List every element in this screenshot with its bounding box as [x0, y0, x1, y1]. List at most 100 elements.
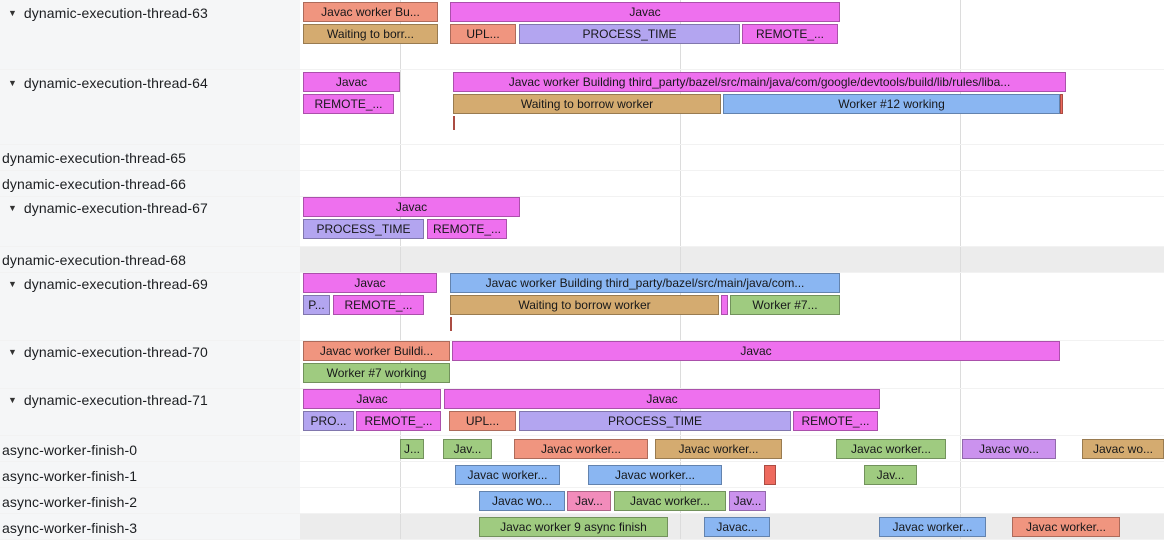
trace-slice[interactable]: Javac worker Bu...: [303, 2, 438, 22]
trace-slice[interactable]: Javac worker...: [588, 465, 722, 485]
trace-slice[interactable]: Jav...: [443, 439, 492, 459]
collapse-arrow-icon[interactable]: ▼: [8, 278, 17, 289]
track-name: async-worker-finish-2: [2, 494, 138, 510]
trace-slice[interactable]: UPL...: [449, 411, 516, 431]
collapse-arrow-icon[interactable]: ▼: [8, 7, 17, 18]
trace-slice[interactable]: J...: [400, 439, 424, 459]
trace-slice[interactable]: Waiting to borrow worker: [450, 295, 719, 315]
slice-label: Javac wo...: [978, 442, 1040, 456]
trace-slice[interactable]: Javac: [303, 273, 437, 293]
trace-slice[interactable]: UPL...: [450, 24, 516, 44]
trace-slice[interactable]: REMOTE_...: [356, 411, 441, 431]
track-name-panel: async-worker-finish-1: [0, 462, 300, 487]
trace-slice[interactable]: Javac wo...: [1082, 439, 1164, 459]
track-header: async-worker-finish-1: [0, 465, 137, 487]
slice-label: Javac worker 9 async finish: [500, 520, 647, 534]
trace-slice[interactable]: Javac worker...: [455, 465, 560, 485]
slice-label: Javac worker Building third_party/bazel/…: [485, 276, 805, 290]
track-header: dynamic-execution-thread-68: [0, 249, 186, 271]
trace-slice[interactable]: Javac worker...: [879, 517, 986, 537]
slice-label: Javac wo...: [491, 494, 553, 508]
trace-slice[interactable]: Javac: [452, 341, 1060, 361]
trace-slice[interactable]: Jav...: [864, 465, 917, 485]
trace-slice[interactable]: Javac: [303, 197, 520, 217]
trace-slice[interactable]: [1060, 94, 1063, 114]
track-header[interactable]: ▼ dynamic-execution-thread-67: [0, 197, 208, 219]
trace-slice[interactable]: [453, 116, 455, 130]
collapse-arrow-icon[interactable]: ▼: [8, 202, 17, 213]
track-name: dynamic-execution-thread-71: [23, 392, 208, 408]
trace-slice[interactable]: REMOTE_...: [333, 295, 424, 315]
collapse-arrow-icon[interactable]: ▼: [8, 394, 17, 405]
track-name: dynamic-execution-thread-65: [2, 150, 187, 166]
track-header[interactable]: ▼ dynamic-execution-thread-64: [0, 72, 208, 94]
trace-slice[interactable]: Javac worker...: [836, 439, 946, 459]
trace-slice[interactable]: Javac worker...: [655, 439, 782, 459]
track-name-panel: async-worker-finish-3: [0, 514, 300, 539]
trace-slice[interactable]: Javac: [444, 389, 880, 409]
trace-slice[interactable]: PROCESS_TIME: [519, 411, 791, 431]
trace-slice[interactable]: Waiting to borrow worker: [453, 94, 721, 114]
slice-label: Javac: [356, 392, 388, 406]
track-header: async-worker-finish-0: [0, 439, 137, 461]
track-lane: Javac PROCESS_TIME REMOTE_...: [300, 197, 1164, 246]
trace-slice[interactable]: [721, 295, 728, 315]
trace-slice[interactable]: REMOTE_...: [742, 24, 838, 44]
track-lane: Javac worker 9 async finish Javac... Javac…: [300, 514, 1164, 539]
trace-slice[interactable]: PROCESS_TIME: [519, 24, 740, 44]
track-header[interactable]: ▼ dynamic-execution-thread-69: [0, 273, 208, 295]
track-name-panel: dynamic-execution-thread-66: [0, 171, 300, 196]
slice-label: Javac worker...: [614, 468, 696, 482]
trace-slice[interactable]: Javac: [303, 389, 441, 409]
trace-slice[interactable]: REMOTE_...: [427, 219, 507, 239]
trace-slice[interactable]: Javac worker Buildi...: [303, 341, 450, 361]
track-header[interactable]: ▼ dynamic-execution-thread-70: [0, 341, 208, 363]
slice-label: Jav...: [876, 468, 905, 482]
track-name-panel: ▼ dynamic-execution-thread-70: [0, 341, 300, 388]
trace-slice[interactable]: Worker #12 working: [723, 94, 1060, 114]
trace-slice[interactable]: REMOTE_...: [793, 411, 878, 431]
trace-slice[interactable]: Javac wo...: [479, 491, 565, 511]
trace-slice[interactable]: P...: [303, 295, 330, 315]
track-dynamic-execution-thread-63: ▼ dynamic-execution-thread-63 Javac worker…: [0, 0, 1164, 70]
trace-slice[interactable]: Waiting to borr...: [303, 24, 438, 44]
track-async-worker-finish-2: async-worker-finish-2 Javac wo... Jav... Ja…: [0, 488, 1164, 514]
trace-slice[interactable]: Worker #7 working: [303, 363, 450, 383]
trace-slice[interactable]: Worker #7...: [730, 295, 840, 315]
track-name: async-worker-finish-3: [2, 520, 138, 536]
trace-slice[interactable]: Javac worker...: [614, 491, 726, 511]
track-name-panel: dynamic-execution-thread-65: [0, 145, 300, 170]
collapse-arrow-icon[interactable]: ▼: [8, 77, 17, 88]
track-name-panel: ▼ dynamic-execution-thread-71: [0, 389, 300, 435]
trace-slice[interactable]: Jav...: [729, 491, 766, 511]
trace-slice[interactable]: Javac...: [704, 517, 770, 537]
track-header[interactable]: ▼ dynamic-execution-thread-63: [0, 2, 208, 24]
slice-label: Javac worker Buildi...: [319, 344, 434, 358]
trace-slice[interactable]: PROCESS_TIME: [303, 219, 424, 239]
trace-slice[interactable]: Javac worker Building third_party/bazel/…: [450, 273, 840, 293]
trace-slice[interactable]: Javac: [450, 2, 840, 22]
slice-label: UPL...: [465, 414, 500, 428]
track-name: dynamic-execution-thread-69: [23, 276, 208, 292]
track-name-panel: async-worker-finish-2: [0, 488, 300, 513]
collapse-arrow-icon[interactable]: ▼: [8, 346, 17, 357]
trace-slice[interactable]: Javac worker 9 async finish: [479, 517, 668, 537]
trace-slice[interactable]: Javac: [303, 72, 400, 92]
trace-slice[interactable]: [764, 465, 776, 485]
track-dynamic-execution-thread-71: ▼ dynamic-execution-thread-71 Javac Javac PR…: [0, 389, 1164, 436]
trace-slice[interactable]: Javac worker...: [514, 439, 648, 459]
track-name-panel: ▼ dynamic-execution-thread-63: [0, 0, 300, 69]
slice-label: REMOTE_...: [755, 27, 824, 41]
trace-slice[interactable]: Jav...: [567, 491, 611, 511]
track-header[interactable]: ▼ dynamic-execution-thread-71: [0, 389, 208, 411]
slice-label: Jav...: [575, 494, 603, 508]
trace-slice[interactable]: Javac worker...: [1012, 517, 1120, 537]
trace-slice[interactable]: Javac wo...: [962, 439, 1056, 459]
trace-slice[interactable]: REMOTE_...: [303, 94, 394, 114]
track-name-panel: async-worker-finish-0: [0, 436, 300, 461]
trace-slice[interactable]: Javac worker Building third_party/bazel/…: [453, 72, 1066, 92]
trace-slice[interactable]: [450, 317, 452, 331]
slice-label: Javac worker...: [850, 442, 932, 456]
trace-slice[interactable]: PRO...: [303, 411, 354, 431]
